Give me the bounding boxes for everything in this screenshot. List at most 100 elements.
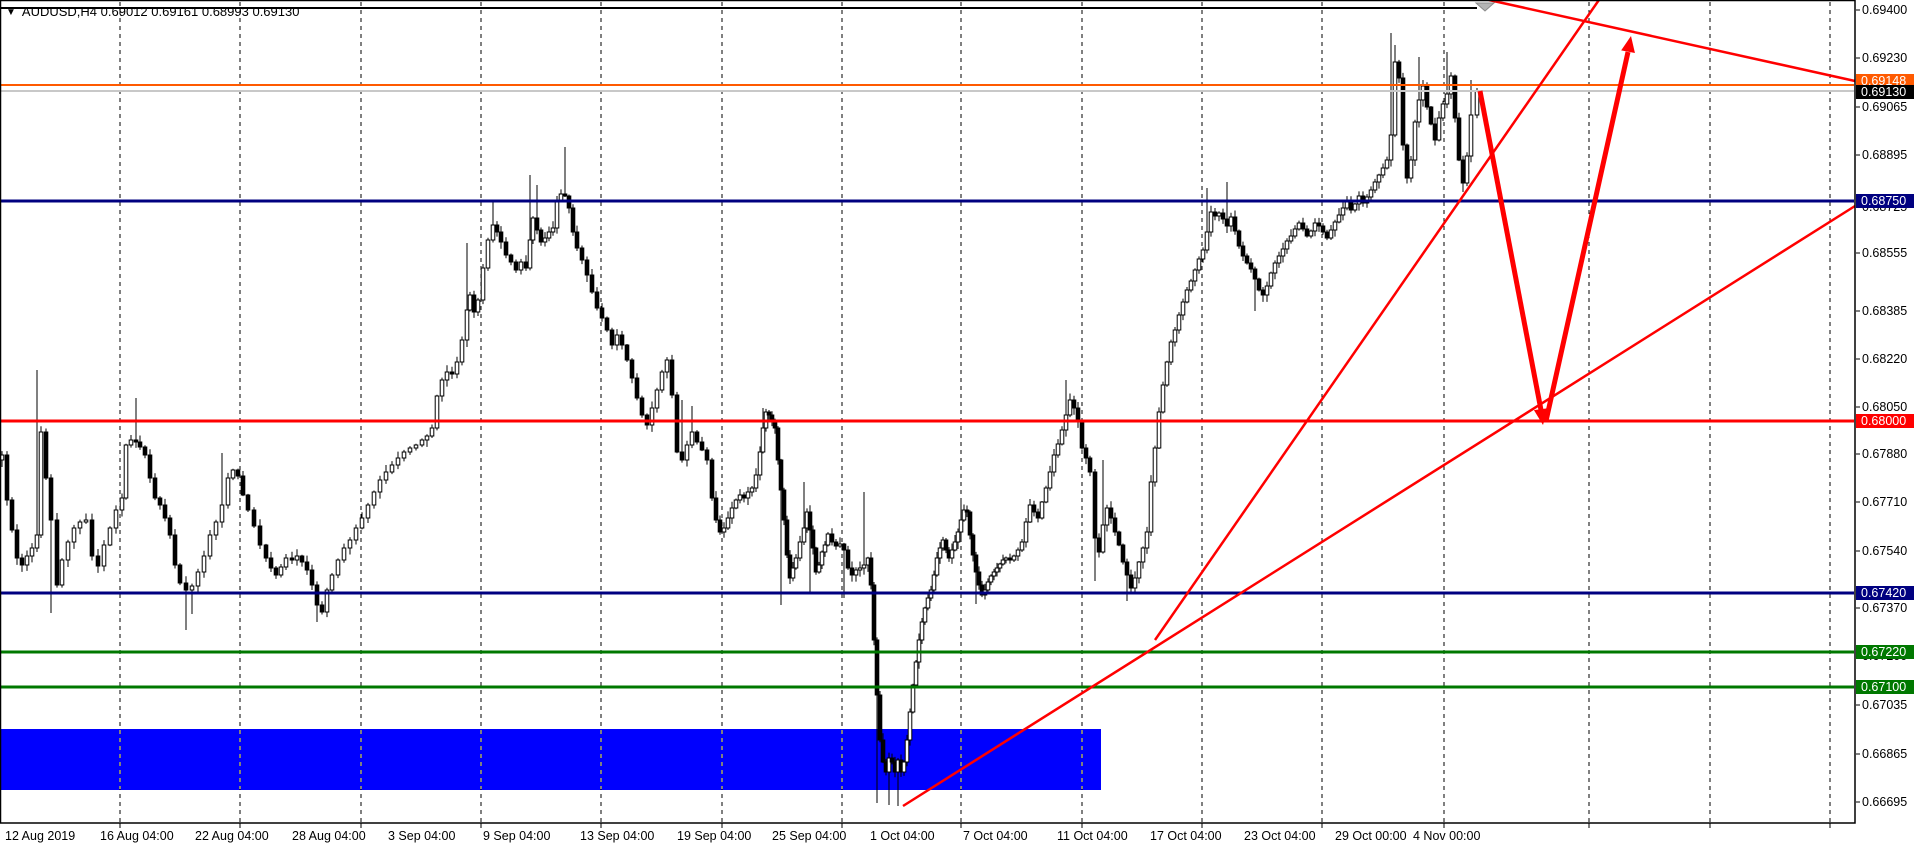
candle-bull (1043, 487, 1049, 503)
candle-bull (1412, 121, 1418, 161)
candle-bear (1256, 278, 1262, 291)
candle-bull (994, 567, 1000, 573)
candle-bear (669, 359, 675, 396)
candle-bear (1460, 159, 1466, 184)
candle-bear (1236, 230, 1242, 247)
candle-bull (434, 395, 440, 429)
candle-bear (970, 534, 976, 556)
price-tick-label: 0.69400 (1862, 3, 1908, 17)
candle-bear (1456, 117, 1462, 161)
candle-bull (546, 231, 552, 239)
price-tick-label: 0.68895 (1862, 148, 1908, 162)
candle-bear (1108, 507, 1114, 519)
candle-bear (741, 494, 747, 499)
candle-bull (1200, 249, 1206, 260)
candle-bear (594, 291, 600, 309)
trendline-ascending-steep (1153, 0, 1601, 641)
candle-bear (471, 294, 477, 313)
candle-bull (475, 299, 481, 313)
candle-bear (508, 254, 514, 263)
chart-ohlc-readout: 0.69012 0.69161 0.68993 0.69130 (100, 4, 300, 19)
candle-bear (167, 517, 173, 536)
candle-bear (787, 554, 793, 579)
candle-bear (314, 584, 320, 606)
candle-bear (778, 459, 784, 491)
candle-bull (490, 224, 496, 241)
trendline-ascending-shallow (902, 204, 1856, 808)
candle-bull (649, 407, 655, 426)
candle-bear (619, 334, 625, 346)
candle-bull (1436, 117, 1442, 141)
candle-bull (225, 477, 231, 506)
candle-bear (449, 371, 455, 375)
candle-bull (988, 575, 994, 583)
candle-bear (1404, 144, 1410, 179)
candle-bear (1031, 504, 1037, 513)
candle-bear (1396, 61, 1402, 79)
time-tick-label: 22 Aug 04:00 (195, 829, 269, 843)
price-level-badge: 0.69148 (1856, 74, 1914, 88)
candle-bear (172, 534, 178, 566)
candle-bull (910, 684, 916, 713)
time-tick-label: 29 Oct 00:00 (1335, 829, 1407, 843)
candle-bear (1220, 212, 1226, 220)
candle-bear (538, 229, 544, 243)
candle-bear (877, 694, 883, 741)
candle-bull (952, 541, 958, 551)
candle-bull (283, 557, 289, 568)
symbol-dropdown-icon[interactable]: ▼ (6, 7, 16, 18)
candle-bull (919, 621, 925, 641)
candle-bull (1440, 103, 1446, 119)
candle-bull (934, 557, 940, 576)
candle-bull (1392, 61, 1398, 136)
candle-bull (195, 571, 201, 587)
candle-bull (1464, 155, 1470, 184)
candle-bear (498, 231, 504, 243)
candle-bear (534, 217, 540, 231)
candle-bear (624, 344, 630, 361)
candle-bear (494, 224, 500, 233)
candle-bull (1328, 229, 1334, 239)
candle-bull (1368, 189, 1374, 198)
candle-bull (797, 541, 803, 559)
candle-bull (213, 521, 219, 536)
candle-bull (353, 527, 359, 541)
candle-bull (29, 547, 35, 557)
candle-bull (439, 379, 445, 397)
candle-bull (341, 547, 347, 561)
candle-bear (257, 525, 263, 546)
candle-bear (309, 569, 315, 586)
candle-bear (1092, 471, 1098, 539)
candle-bull (71, 527, 77, 543)
candle-bull (119, 497, 125, 511)
candle-bull (1059, 429, 1065, 445)
candle-bull (907, 711, 913, 741)
candle-bull (329, 574, 335, 591)
time-tick-label: 28 Aug 04:00 (292, 829, 366, 843)
candle-bear (183, 582, 189, 591)
candle-bear (874, 639, 880, 696)
candle-bear (769, 414, 775, 421)
candle-bear (54, 519, 60, 586)
candle-bull (822, 544, 828, 553)
candle-bear (1324, 231, 1330, 239)
candle-bull (128, 439, 134, 446)
candle-bear (157, 497, 163, 506)
chart-title: ▼ AUDUSD,H4 0.69012 0.69161 0.68993 0.691… (6, 4, 299, 19)
candle-bull (925, 597, 931, 609)
candle-bull (1100, 524, 1106, 553)
candle-bull (721, 527, 727, 533)
candle-bull (857, 567, 863, 571)
candle-bear (639, 397, 645, 416)
candle-bull (1216, 212, 1222, 217)
price-level-badge: 0.67420 (1856, 586, 1914, 600)
candle-bull (886, 757, 892, 773)
candle-bear (1083, 447, 1089, 459)
candle-bull (1380, 167, 1386, 176)
candle-bear (1128, 574, 1134, 589)
time-tick-label: 25 Sep 04:00 (772, 829, 847, 843)
candle-bull (59, 559, 65, 586)
candle-bear (967, 511, 973, 536)
candle-bull (371, 491, 377, 506)
